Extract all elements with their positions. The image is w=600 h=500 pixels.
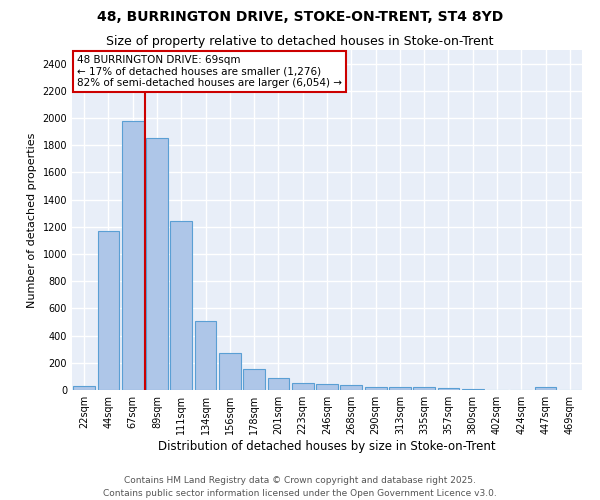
Bar bbox=[316, 384, 338, 390]
Bar bbox=[146, 138, 168, 390]
Bar bbox=[194, 320, 217, 390]
Bar bbox=[122, 120, 143, 390]
Bar bbox=[413, 388, 435, 390]
Bar bbox=[437, 388, 460, 390]
Bar bbox=[97, 231, 119, 390]
Bar bbox=[170, 222, 192, 390]
Text: 48, BURRINGTON DRIVE, STOKE-ON-TRENT, ST4 8YD: 48, BURRINGTON DRIVE, STOKE-ON-TRENT, ST… bbox=[97, 10, 503, 24]
Bar bbox=[219, 354, 241, 390]
Bar bbox=[73, 386, 95, 390]
Bar bbox=[340, 385, 362, 390]
Text: 48 BURRINGTON DRIVE: 69sqm
← 17% of detached houses are smaller (1,276)
82% of s: 48 BURRINGTON DRIVE: 69sqm ← 17% of deta… bbox=[77, 55, 342, 88]
Text: Contains HM Land Registry data © Crown copyright and database right 2025.
Contai: Contains HM Land Registry data © Crown c… bbox=[103, 476, 497, 498]
Text: Size of property relative to detached houses in Stoke-on-Trent: Size of property relative to detached ho… bbox=[106, 35, 494, 48]
Bar bbox=[292, 383, 314, 390]
Y-axis label: Number of detached properties: Number of detached properties bbox=[27, 132, 37, 308]
Bar bbox=[389, 388, 411, 390]
Bar bbox=[365, 386, 386, 390]
Bar bbox=[243, 369, 265, 390]
X-axis label: Distribution of detached houses by size in Stoke-on-Trent: Distribution of detached houses by size … bbox=[158, 440, 496, 453]
Bar bbox=[535, 388, 556, 390]
Bar bbox=[268, 378, 289, 390]
